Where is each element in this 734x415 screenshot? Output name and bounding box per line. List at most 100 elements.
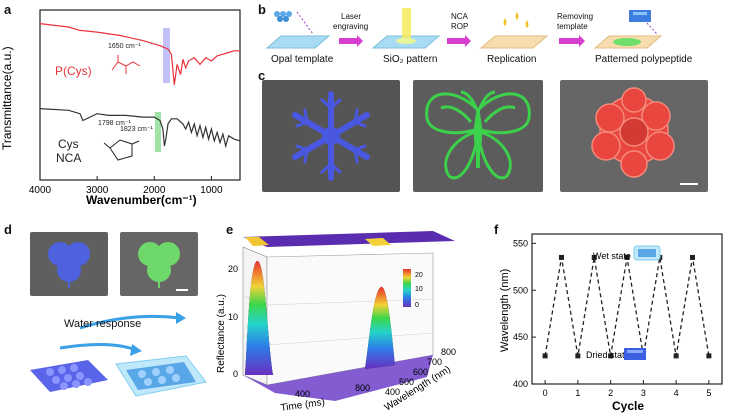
butterfly-icon <box>425 90 531 180</box>
panel-letter-f: f <box>494 222 499 237</box>
wet-lattice-icon <box>115 355 207 397</box>
panel-letter-c: c <box>258 68 266 83</box>
e-ytick-0: 0 <box>233 369 238 379</box>
cycle-data-point <box>690 254 696 260</box>
peak-1650-label: 1650 cm⁻¹ <box>108 43 142 50</box>
amide-structure-drawing <box>111 55 141 74</box>
butterfly-photo <box>413 80 543 192</box>
e-ztick-400: 400 <box>385 387 400 397</box>
zoom-line-2 <box>646 22 658 35</box>
top-projection-hotspot-1 <box>245 237 269 246</box>
f-ytick-label: 400 <box>513 379 528 389</box>
drops-icon <box>503 12 529 28</box>
arrow-3-bottom: template <box>557 22 588 31</box>
e-ztick-500: 500 <box>399 377 414 387</box>
f-xtick-label: 1 <box>575 388 580 398</box>
cycle-data-point <box>591 254 597 260</box>
scale-bar <box>680 183 698 185</box>
laser-beam <box>402 8 411 40</box>
scale-bar <box>176 289 188 291</box>
water-response-schematic <box>30 312 207 397</box>
arrow-2-top: NCA <box>451 12 468 21</box>
top-projection-plane <box>243 231 455 247</box>
ftir-xtick-label: 1000 <box>200 185 223 196</box>
dry-lattice-icon <box>30 360 108 392</box>
e-xlabel: Time (ms) <box>280 397 326 414</box>
arrow-1-top: Laser <box>341 12 362 21</box>
polypeptide-pattern <box>613 38 641 46</box>
peak-1823-label: 1823 cm⁻¹ <box>120 126 154 133</box>
snowflake-photo <box>262 80 400 192</box>
wet-state-label: Wet state <box>593 251 631 261</box>
amide-highlight <box>163 28 170 83</box>
colorbar-tick-10: 10 <box>415 286 423 293</box>
cycle-data-point <box>624 254 630 260</box>
f-xtick-label: 4 <box>674 388 679 398</box>
response-arrow-lower-icon <box>59 342 137 352</box>
reflectance-3d-chart: 20 10 0 0 10 20 Reflectance (a.u.) 400 8… <box>216 231 456 414</box>
colorbar <box>403 269 411 307</box>
nca-highlight <box>155 112 161 152</box>
cycle-plot-frame <box>531 233 723 385</box>
wet-clover-icon <box>138 242 180 288</box>
arrow-3-icon <box>559 35 585 47</box>
ftir-series-pcys <box>39 23 240 85</box>
ftir-xtick-label: 3000 <box>86 185 109 196</box>
f-xtick-label: 5 <box>706 388 711 398</box>
colorbar-tick-0: 0 <box>415 302 419 309</box>
cycle-data-point <box>575 353 581 359</box>
f-xtick-label: 3 <box>641 388 646 398</box>
e-ztick-600: 600 <box>413 367 428 377</box>
dried-state-icon <box>624 348 646 360</box>
cycle-series-line <box>544 257 710 357</box>
f-xtick-label: 0 <box>543 388 548 398</box>
ftir-plot-frame <box>39 9 241 181</box>
panel-letter-a: a <box>4 2 12 17</box>
cys-label: Cys <box>58 137 79 151</box>
ftir-series-cys-nca <box>39 108 241 149</box>
arrow-2-bottom: ROP <box>451 22 469 31</box>
arrow-1-icon <box>339 35 363 47</box>
top-projection-hotspot-2 <box>365 238 391 246</box>
surface-floor <box>243 355 433 401</box>
zoom-line-1 <box>296 11 314 35</box>
step-replication: Replication <box>487 54 537 65</box>
schematic-panel: Opal template SiO₂ pattern Replication P… <box>265 8 725 68</box>
opal-template-plate <box>265 35 331 49</box>
response-arrow-upper-icon <box>79 314 181 330</box>
panel-letter-b: b <box>258 2 266 17</box>
arrow-2-icon <box>447 35 471 47</box>
wet-clover-photo <box>120 232 198 296</box>
f-ylabel: Wavelength (nm) <box>499 269 511 352</box>
cycle-data-point <box>558 254 564 260</box>
f-xtick-label: 2 <box>608 388 613 398</box>
e-xtick-800: 800 <box>355 383 370 393</box>
flower-photo <box>560 80 708 192</box>
ftir-ylabel: Transmittance(a.u.) <box>0 46 14 150</box>
peak-1798-label: 1798 cm⁻¹ <box>98 120 132 127</box>
wet-state-icon <box>633 245 661 261</box>
e-ytick-20: 20 <box>228 264 238 274</box>
cycle-data-point <box>673 353 679 359</box>
panel-letter-e: e <box>226 222 234 237</box>
step-opal-template: Opal template <box>271 54 334 65</box>
ftir-xtick-label: 2000 <box>143 185 166 196</box>
e-ytick-10: 10 <box>228 312 238 322</box>
water-response-caption: Water response <box>64 318 142 330</box>
f-ytick-label: 500 <box>513 285 528 295</box>
removed-template-icon <box>629 10 651 22</box>
ftir-chart: 4000 3000 2000 1000 Transmittance(a.u.) Wav… <box>0 9 241 207</box>
flower-icon <box>591 87 675 178</box>
colorbar-tick-20: 20 <box>415 272 423 279</box>
ftir-xtick-label: 4000 <box>29 185 52 196</box>
f-ytick-label: 450 <box>513 332 528 342</box>
pcys-label: P(Cys) <box>55 64 92 78</box>
cycle-chart: 400 450 500 550 0 1 2 3 4 5 Wavelength (nm) Cycl… <box>499 233 723 413</box>
snowflake-icon <box>292 91 370 181</box>
opal-spheres-icon <box>274 11 292 22</box>
dry-clover-icon <box>48 242 90 288</box>
cycle-data-point <box>542 353 548 359</box>
nca-structure-drawing <box>103 139 140 161</box>
e-ztick-700: 700 <box>427 357 442 367</box>
panel-letter-d: d <box>4 222 12 237</box>
